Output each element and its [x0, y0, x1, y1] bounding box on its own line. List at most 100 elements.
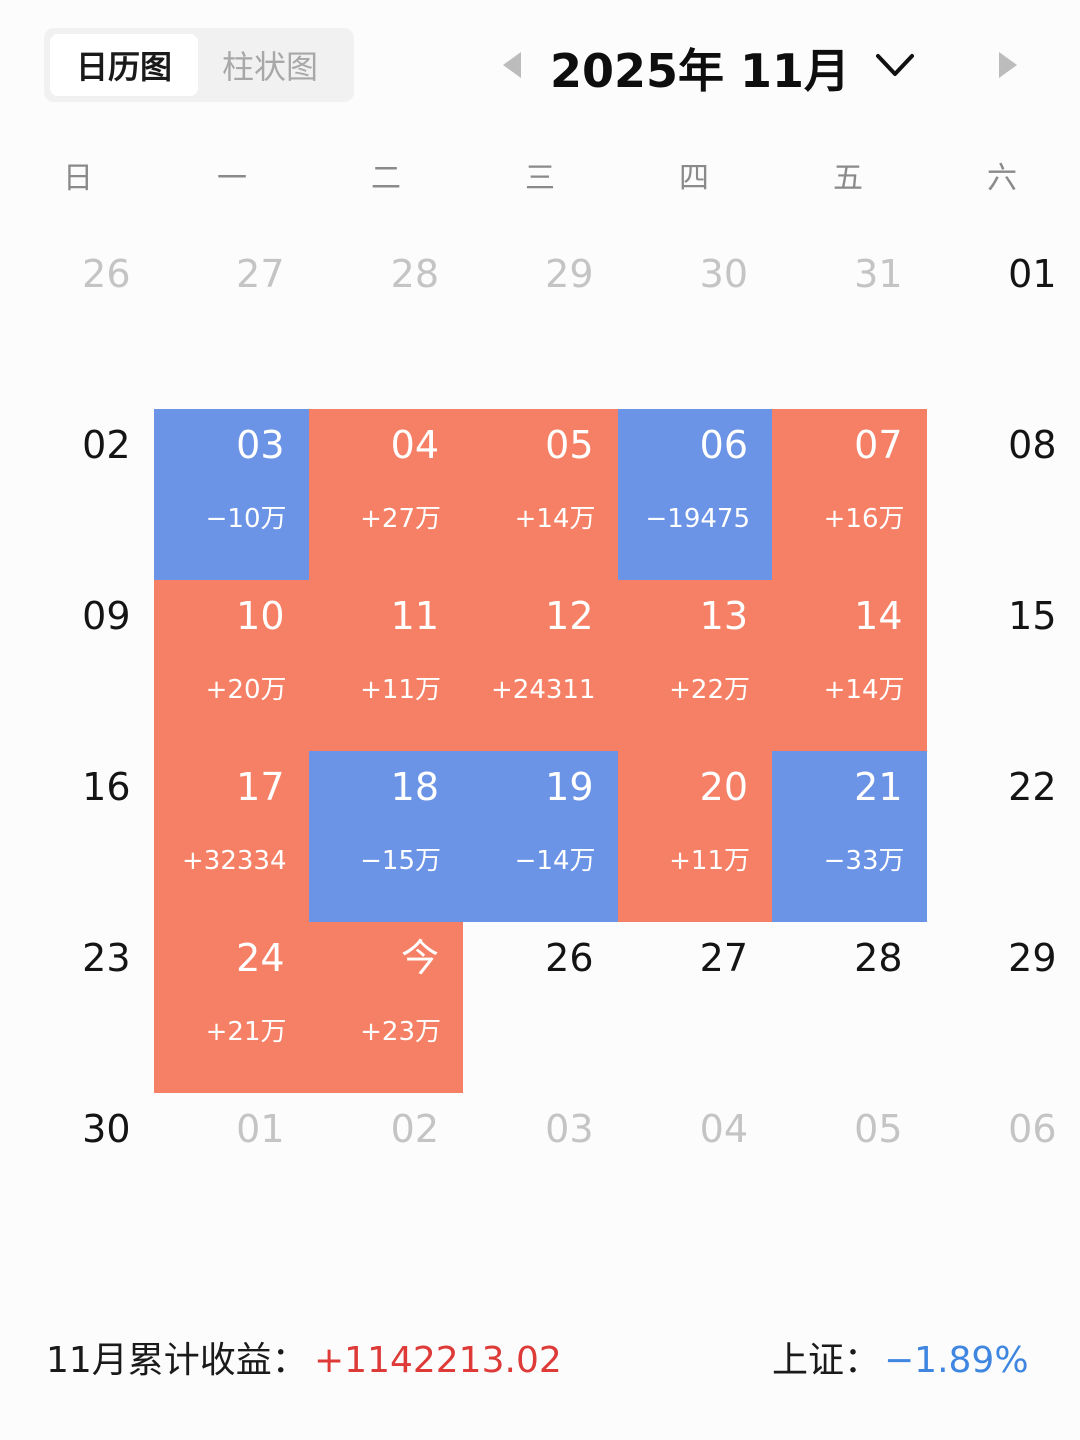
weekday-label: 二	[371, 161, 401, 196]
calendar-day-cell[interactable]: 今 +23万	[308, 922, 463, 1093]
calendar-day-cell[interactable]: 11 +11万	[308, 580, 463, 751]
day-number: 29	[1008, 936, 1057, 980]
day-number: 07	[854, 423, 903, 467]
day-number: 24	[236, 936, 285, 980]
calendar-day-cell[interactable]: 02	[0, 409, 155, 580]
day-number: 28	[390, 252, 439, 296]
day-number: 27	[236, 252, 285, 296]
triangle-left-icon[interactable]	[503, 52, 521, 78]
day-number: 05	[854, 1107, 903, 1151]
calendar-day-cell[interactable]: 22	[926, 751, 1080, 922]
calendar-day-cell[interactable]: 27	[154, 238, 309, 409]
monthly-total-value: +1142213.02	[314, 1340, 562, 1381]
calendar-day-cell[interactable]: 21 −33万	[772, 751, 927, 922]
calendar-day-cell[interactable]: 06 −19475	[617, 409, 772, 580]
daily-pnl: +24311	[491, 675, 596, 705]
triangle-right-icon[interactable]	[999, 52, 1017, 78]
weekday-label: 五	[833, 161, 863, 196]
weekday-label: 六	[987, 161, 1017, 196]
day-number: 31	[854, 252, 903, 296]
day-number: 06	[1008, 1107, 1057, 1151]
day-number: 20	[699, 765, 748, 809]
calendar-day-cell[interactable]: 28	[772, 922, 927, 1093]
day-number: 02	[390, 1107, 439, 1151]
calendar-day-cell[interactable]: 29	[463, 238, 618, 409]
weekday-label: 日	[63, 161, 93, 196]
day-number: 11	[390, 594, 439, 638]
calendar-day-cell[interactable]: 12 +24311	[463, 580, 618, 751]
calendar-day-cell[interactable]: 07 +16万	[772, 409, 927, 580]
calendar-day-cell[interactable]: 02	[309, 1093, 464, 1264]
chevron-down-icon[interactable]	[874, 50, 916, 82]
day-number: 26	[545, 936, 594, 980]
day-number: 26	[82, 252, 131, 296]
daily-pnl: +14万	[514, 504, 596, 534]
daily-pnl: +11万	[669, 846, 750, 876]
calendar-day-cell[interactable]: 05	[772, 1093, 927, 1264]
calendar-day-cell[interactable]: 19 −14万	[463, 751, 618, 922]
calendar-day-cell[interactable]: 23	[0, 922, 155, 1093]
tab-bar-chart[interactable]: 柱状图	[221, 48, 318, 86]
calendar-day-cell[interactable]: 04	[618, 1093, 773, 1264]
day-number: 14	[854, 594, 903, 638]
month-title[interactable]: 2025年 11月	[549, 44, 851, 98]
daily-pnl: −19475	[645, 504, 751, 534]
daily-pnl: +27万	[360, 504, 441, 534]
calendar-day-cell[interactable]: 03 −10万	[154, 409, 309, 580]
day-number: 13	[699, 594, 748, 638]
day-number: 01	[236, 1107, 285, 1151]
calendar-day-cell[interactable]: 30	[0, 1093, 155, 1264]
calendar-day-cell[interactable]: 24 +21万	[154, 922, 309, 1093]
calendar-day-cell[interactable]: 16	[0, 751, 155, 922]
calendar-day-cell[interactable]: 30	[618, 238, 773, 409]
calendar-day-cell[interactable]: 31	[772, 238, 927, 409]
daily-pnl: −10万	[205, 504, 287, 534]
calendar-day-cell[interactable]: 26	[463, 922, 618, 1093]
day-number: 16	[82, 765, 131, 809]
daily-pnl: −33万	[823, 846, 905, 876]
daily-pnl: +32334	[182, 846, 287, 876]
calendar-day-cell[interactable]: 28	[309, 238, 464, 409]
calendar-day-cell[interactable]: 18 −15万	[308, 751, 463, 922]
weekday-label: 一	[217, 161, 247, 196]
calendar-day-cell[interactable]: 14 +14万	[772, 580, 927, 751]
calendar-day-cell[interactable]: 06	[926, 1093, 1080, 1264]
calendar-day-cell[interactable]: 15	[926, 580, 1080, 751]
daily-pnl: +20万	[205, 675, 287, 705]
day-number: 12	[545, 594, 594, 638]
calendar-day-cell[interactable]: 01	[926, 238, 1080, 409]
day-number: 22	[1008, 765, 1057, 809]
calendar-day-cell[interactable]: 03	[463, 1093, 618, 1264]
calendar-day-cell[interactable]: 20 +11万	[617, 751, 772, 922]
calendar-day-cell[interactable]: 10 +20万	[154, 580, 309, 751]
day-number: 04	[699, 1107, 748, 1151]
day-number: 15	[1008, 594, 1057, 638]
calendar-day-cell[interactable]: 13 +22万	[617, 580, 772, 751]
day-number: 03	[545, 1107, 594, 1151]
calendar-day-cell[interactable]: 05 +14万	[463, 409, 618, 580]
day-number: 04	[390, 423, 439, 467]
calendar-day-cell[interactable]: 08	[926, 409, 1080, 580]
calendar-day-cell[interactable]: 27	[618, 922, 773, 1093]
calendar-day-cell[interactable]: 17 +32334	[154, 751, 309, 922]
calendar-day-cell[interactable]: 26	[0, 238, 155, 409]
daily-pnl: +22万	[669, 675, 750, 705]
day-number: 03	[236, 423, 285, 467]
day-number: 30	[82, 1107, 131, 1151]
day-number: 05	[545, 423, 594, 467]
calendar-day-cell[interactable]: 01	[154, 1093, 309, 1264]
calendar-day-cell[interactable]: 09	[0, 580, 155, 751]
calendar-grid: 26 27 28 29 30 31 01 02 03 −10万 04 +27万 05 +14万 06 −194…	[0, 238, 1080, 1264]
calendar-day-cell[interactable]: 29	[926, 922, 1080, 1093]
day-number: 19	[545, 765, 594, 809]
daily-pnl: +21万	[205, 1017, 287, 1047]
day-number: 21	[854, 765, 903, 809]
calendar-day-cell[interactable]: 04 +27万	[308, 409, 463, 580]
daily-pnl: +16万	[823, 504, 905, 534]
daily-pnl: +23万	[360, 1017, 441, 1047]
day-number: 08	[1008, 423, 1057, 467]
tab-calendar[interactable]: 日历图	[50, 34, 198, 96]
view-toggle: 日历图 柱状图	[44, 28, 354, 102]
day-number: 29	[545, 252, 594, 296]
day-number: 06	[699, 423, 748, 467]
